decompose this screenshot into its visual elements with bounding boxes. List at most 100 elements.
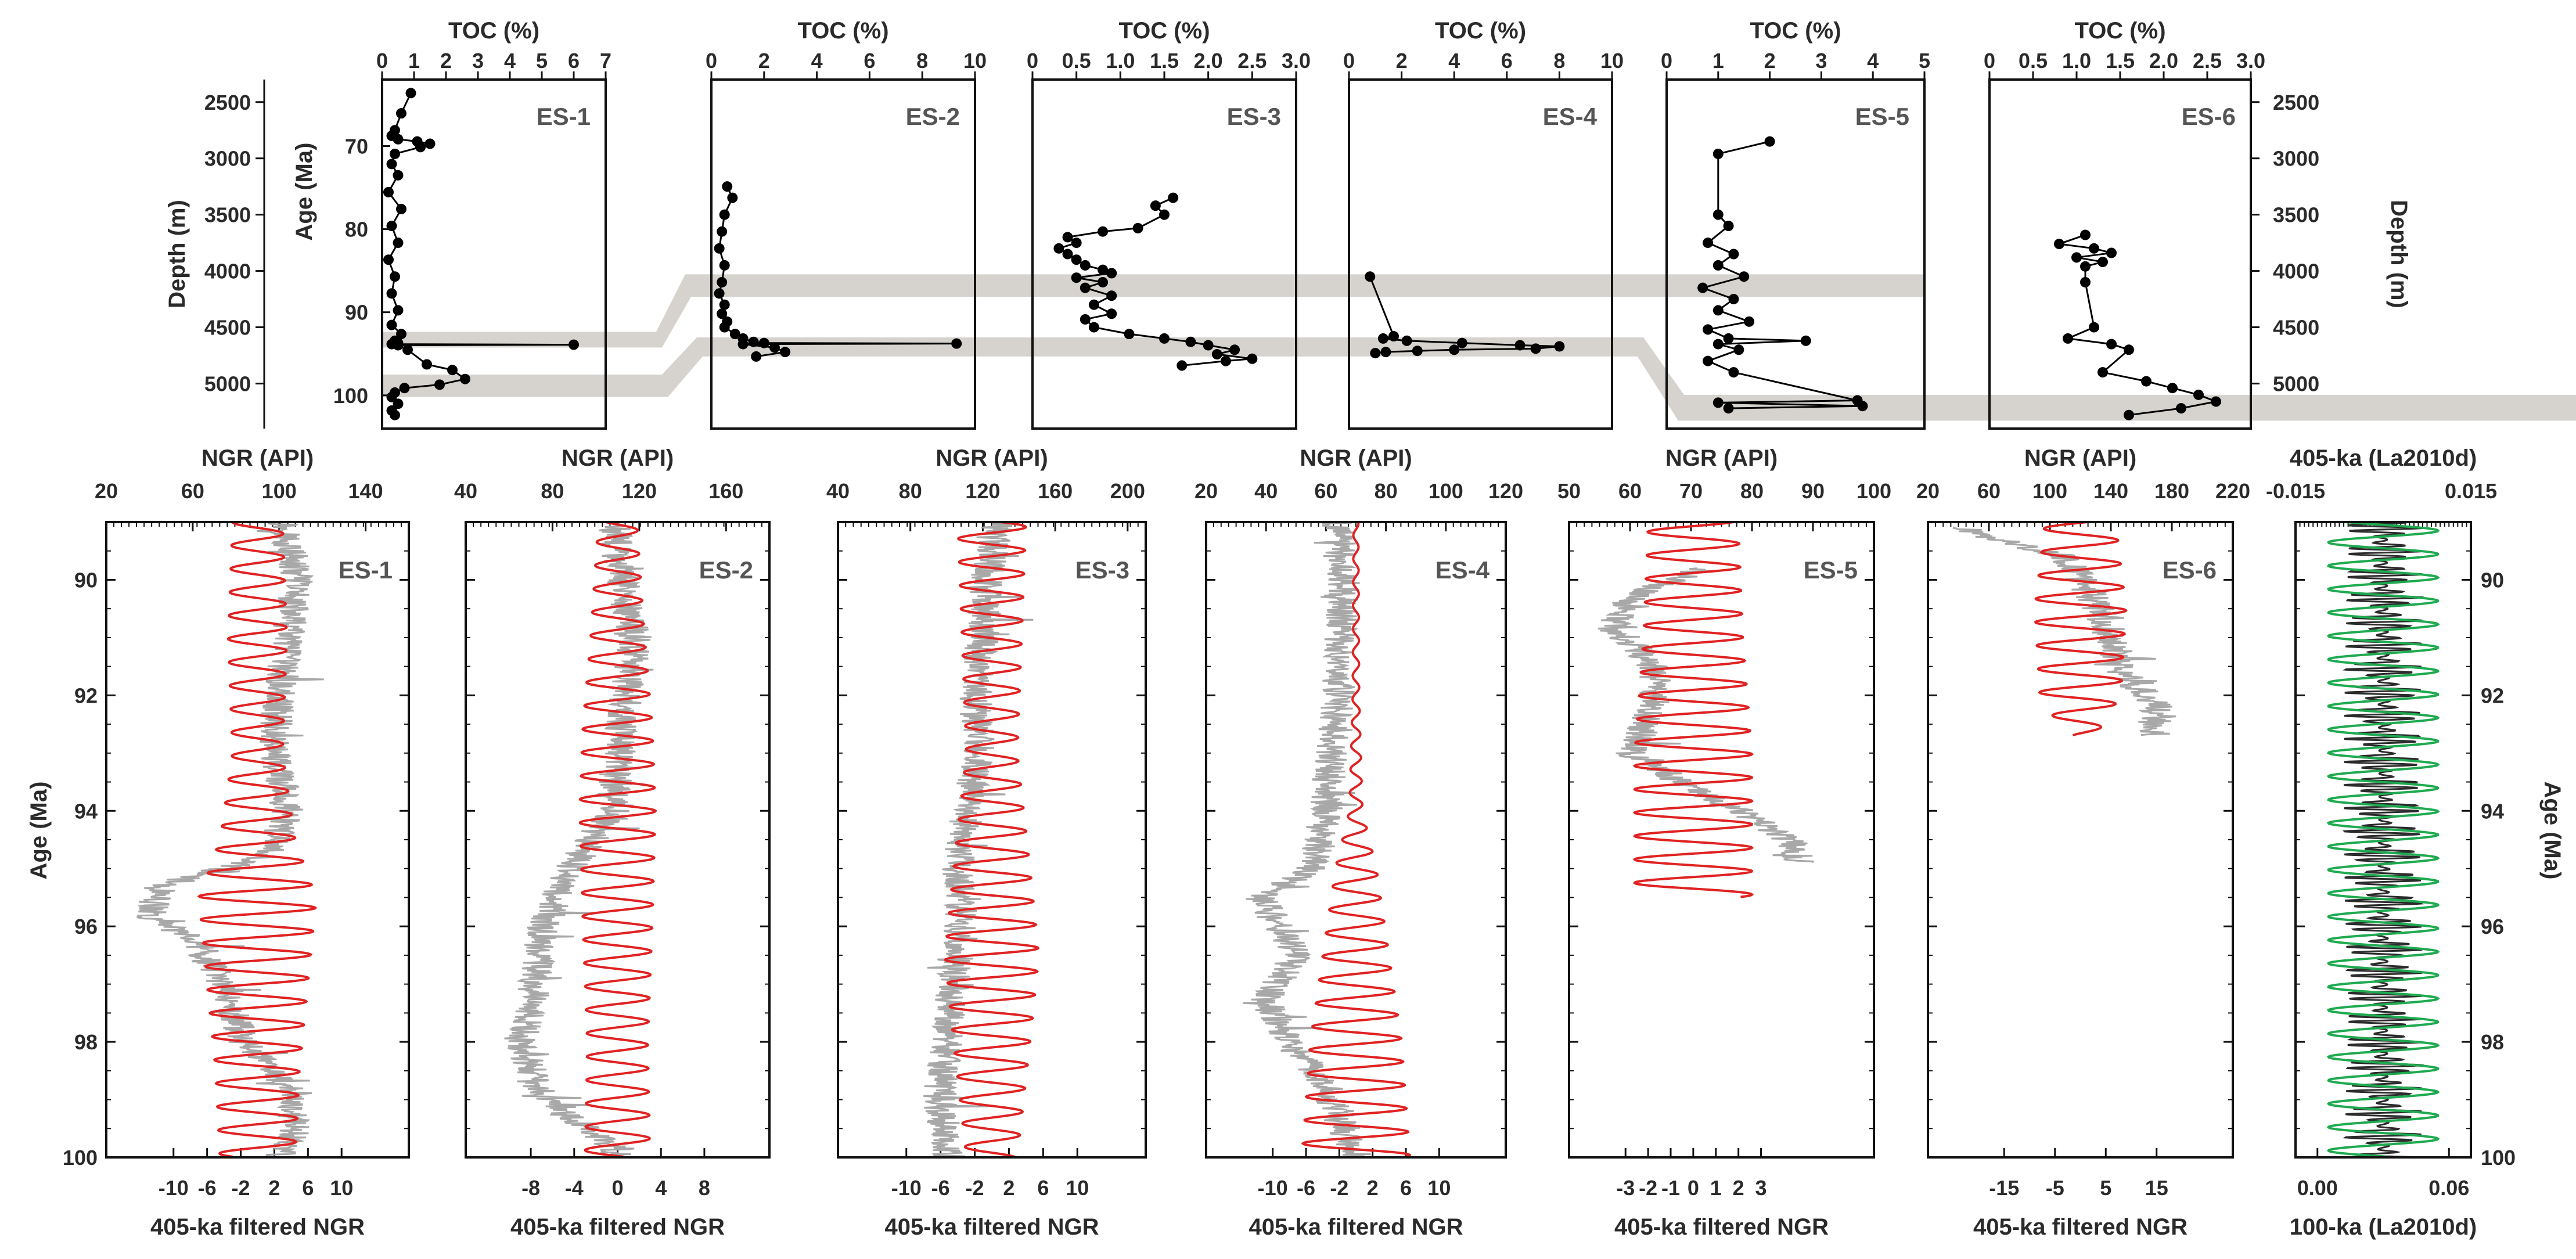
age-tick-label: 94 <box>74 799 98 823</box>
toc-tick-label: 1.0 <box>1106 49 1135 73</box>
toc-tick-label: 4 <box>1448 49 1460 73</box>
toc-point <box>1728 294 1739 305</box>
toc-tick-label: 2.0 <box>2149 49 2178 73</box>
top-tick-label: -0.015 <box>2266 479 2325 503</box>
bottom-tick-label: 5 <box>2100 1176 2111 1200</box>
bottom-tick-label: 6 <box>1400 1176 1412 1200</box>
bottom-tick-label: -6 <box>1297 1176 1315 1200</box>
toc-point <box>1053 243 1064 254</box>
top-tick-label: 40 <box>454 479 477 503</box>
bottom-axis-title: 405-ka filtered NGR <box>1249 1214 1463 1240</box>
plot-area <box>136 522 324 1157</box>
top-tick-label: 120 <box>965 479 1000 503</box>
toc-point <box>1150 200 1161 211</box>
plot-area <box>2326 522 2440 1157</box>
top-tick-label: 180 <box>2154 479 2189 503</box>
depth-tick-label: 2500 <box>2273 91 2319 114</box>
toc-point <box>2089 322 2099 333</box>
bottom-axis-title: 405-ka filtered NGR <box>1614 1214 1829 1240</box>
depth-axis-label: Depth (m) <box>2386 200 2412 308</box>
panel-frame <box>465 521 771 1159</box>
top-tick-label: 120 <box>1488 479 1523 503</box>
top-axis-title: NGR (API) <box>936 445 1048 471</box>
toc-point <box>2054 239 2064 250</box>
toc-panel-es-5: TOC (%) 0 1 2 3 4 5 ES-5 <box>1661 18 1930 430</box>
bottom-tick-label: -2 <box>1639 1176 1657 1200</box>
well-label: ES-5 <box>1855 103 1909 130</box>
toc-tick-label: 5 <box>536 49 548 73</box>
toc-point <box>1062 249 1073 260</box>
toc-tick-label: 0.5 <box>2019 49 2048 73</box>
plot-area <box>1243 522 1412 1157</box>
bottom-tick-label: -2 <box>1330 1176 1348 1200</box>
toc-point <box>1800 335 1811 346</box>
toc-point <box>719 322 730 333</box>
age-tick-label: 90 <box>345 301 368 325</box>
plot-area <box>504 522 657 1157</box>
toc-point <box>719 299 730 310</box>
well-label: ES-4 <box>1543 103 1598 130</box>
age-axis-label: Age (Ma) <box>292 143 317 241</box>
toc-point <box>1712 260 1724 271</box>
bottom-tick-label: 0 <box>611 1176 623 1200</box>
toc-axis-title: TOC (%) <box>2074 18 2165 44</box>
toc-point <box>1211 349 1222 360</box>
toc-axis-title: TOC (%) <box>1118 18 1210 44</box>
well-label: ES-5 <box>1804 556 1858 584</box>
toc-point <box>1106 268 1117 279</box>
toc-panel-es-1: TOC (%) 0 1 2 3 4 5 6 7 ES-1 2500 3000 3500 4000 4500 5… <box>164 18 611 430</box>
bottom-tick-label: -1 <box>1661 1176 1680 1200</box>
ngr-panel-es-1: NGR (API) 20 60 100 140 405-ka filtered NGR -1… <box>26 445 410 1240</box>
toc-tick-label: 10 <box>963 49 987 73</box>
toc-point <box>717 276 728 287</box>
toc-point <box>2071 252 2082 263</box>
toc-point <box>1106 290 1117 301</box>
toc-point <box>1071 272 1082 283</box>
toc-tick-label: 0 <box>1343 49 1355 73</box>
age-tick-label: 100 <box>2481 1146 2516 1170</box>
toc-point <box>1712 148 1724 159</box>
toc-point <box>1412 346 1423 357</box>
toc-panel-es-2: TOC (%) 0 2 4 6 8 10 ES-2 <box>706 18 987 430</box>
toc-point <box>1744 316 1755 327</box>
top-axis-title: 405-ka (La2010d) <box>2290 445 2477 471</box>
toc-line <box>718 186 957 358</box>
age-axis-label: Age (Ma) <box>26 782 52 880</box>
toc-tick-label: 0 <box>1984 49 1995 73</box>
well-label: ES-1 <box>537 103 591 130</box>
age-tick-label: 96 <box>2481 915 2504 938</box>
bottom-axis-title: 405-ka filtered NGR <box>150 1214 365 1240</box>
toc-point <box>2124 409 2134 420</box>
toc-point <box>2080 261 2091 272</box>
bottom-tick-label: -2 <box>232 1176 250 1200</box>
toc-point <box>393 398 404 409</box>
ngr-panel-es-3: NGR (API) 40 80 120 160 200 405-ka filtered NG… <box>826 445 1147 1240</box>
toc-point <box>1723 403 1734 414</box>
toc-tick-label: 1 <box>1712 49 1724 73</box>
depth-tick-label: 3500 <box>204 203 251 227</box>
toc-point <box>2106 247 2117 258</box>
top-tick-label: 50 <box>1557 479 1581 503</box>
bottom-tick-label: -8 <box>521 1176 540 1200</box>
toc-tick-label: 6 <box>568 49 580 73</box>
top-tick-label: 40 <box>826 479 850 503</box>
bottom-axis-title: 405-ka filtered NGR <box>1973 1214 2188 1240</box>
bottom-tick-label: 1 <box>1710 1176 1722 1200</box>
depth-tick-label: 5000 <box>2273 372 2319 395</box>
toc-point <box>1530 343 1541 354</box>
toc-point <box>447 365 458 376</box>
toc-point <box>1203 340 1214 351</box>
toc-point <box>2089 243 2099 254</box>
panel-frame <box>105 521 410 1159</box>
ngr-raw-line <box>136 522 324 1157</box>
top-tick-label: 100 <box>2032 479 2067 503</box>
depth-tick-label: 2500 <box>204 91 251 114</box>
toc-correlation-band-upper <box>382 274 1924 348</box>
toc-point <box>1220 355 1231 366</box>
top-tick-label: 60 <box>181 479 204 503</box>
toc-point <box>1712 397 1724 408</box>
toc-point <box>1380 347 1391 358</box>
toc-axis-title: TOC (%) <box>797 18 888 44</box>
well-label: ES-6 <box>2163 556 2217 584</box>
bottom-tick-label: 0.06 <box>2429 1176 2469 1200</box>
